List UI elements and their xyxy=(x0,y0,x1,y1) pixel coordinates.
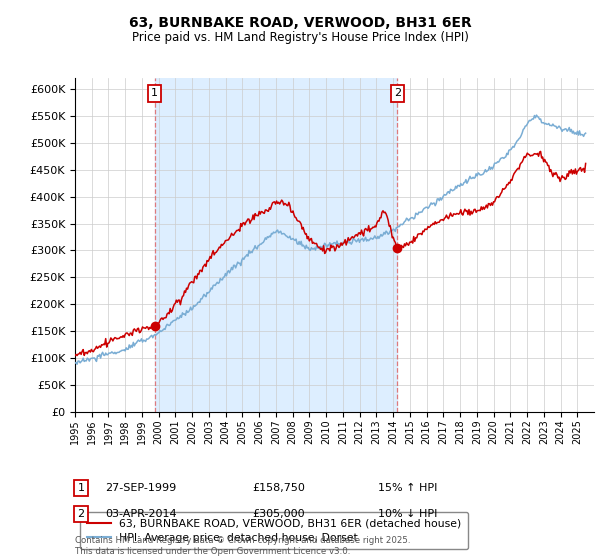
Text: Price paid vs. HM Land Registry's House Price Index (HPI): Price paid vs. HM Land Registry's House … xyxy=(131,31,469,44)
Text: 2: 2 xyxy=(77,509,85,519)
Text: Contains HM Land Registry data © Crown copyright and database right 2025.
This d: Contains HM Land Registry data © Crown c… xyxy=(75,536,410,556)
Text: 1: 1 xyxy=(151,88,158,99)
Text: 63, BURNBAKE ROAD, VERWOOD, BH31 6ER: 63, BURNBAKE ROAD, VERWOOD, BH31 6ER xyxy=(128,16,472,30)
Text: 03-APR-2014: 03-APR-2014 xyxy=(105,509,176,519)
Text: £305,000: £305,000 xyxy=(252,509,305,519)
Text: 1: 1 xyxy=(77,483,85,493)
Legend: 63, BURNBAKE ROAD, VERWOOD, BH31 6ER (detached house), HPI: Average price, detac: 63, BURNBAKE ROAD, VERWOOD, BH31 6ER (de… xyxy=(80,512,468,549)
Text: 2: 2 xyxy=(394,88,401,99)
Text: 15% ↑ HPI: 15% ↑ HPI xyxy=(378,483,437,493)
Text: £158,750: £158,750 xyxy=(252,483,305,493)
Text: 10% ↓ HPI: 10% ↓ HPI xyxy=(378,509,437,519)
Text: 27-SEP-1999: 27-SEP-1999 xyxy=(105,483,176,493)
Bar xyxy=(155,78,397,412)
